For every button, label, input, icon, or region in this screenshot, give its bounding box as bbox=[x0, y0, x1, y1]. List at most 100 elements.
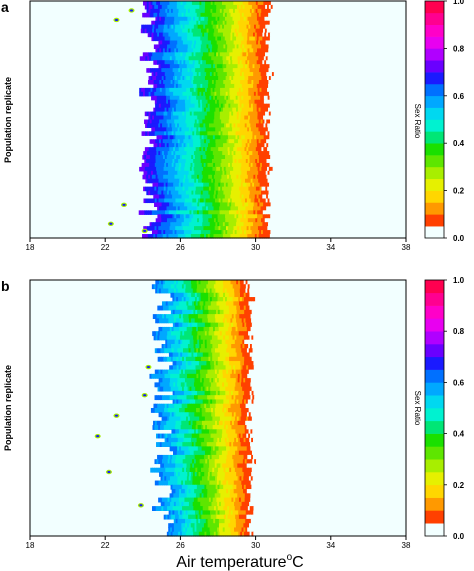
heatmap-cell bbox=[173, 99, 177, 105]
heatmap-cell bbox=[205, 107, 209, 113]
heatmap-cell bbox=[192, 40, 195, 46]
heatmap-cell bbox=[179, 99, 182, 105]
heatmap-cell bbox=[262, 12, 265, 18]
heatmap-cell bbox=[201, 202, 204, 207]
heatmap-cell bbox=[224, 314, 227, 319]
heatmap-cell bbox=[157, 52, 161, 57]
heatmap-cell bbox=[234, 159, 238, 164]
heatmap-cell bbox=[240, 1, 244, 6]
heatmap-cell bbox=[187, 210, 191, 215]
heatmap-cell bbox=[215, 318, 218, 324]
heatmap-cell bbox=[206, 111, 210, 117]
heatmap-cell bbox=[150, 151, 154, 156]
heatmap-cell bbox=[252, 87, 255, 93]
heatmap-cell bbox=[272, 230, 275, 235]
heatmap-cell bbox=[191, 322, 195, 328]
heatmap-cell bbox=[190, 194, 194, 200]
heatmap-cell bbox=[246, 24, 249, 30]
heatmap-cell bbox=[253, 1, 257, 6]
heatmap-cell bbox=[253, 48, 256, 53]
heatmap-cell bbox=[270, 52, 274, 57]
heatmap-cell bbox=[255, 166, 259, 172]
heatmap-cell bbox=[223, 331, 227, 337]
heatmap-cell bbox=[187, 8, 191, 14]
heatmap-cell bbox=[203, 135, 206, 140]
heatmap-row bbox=[145, 123, 274, 128]
heatmap-cell bbox=[169, 182, 172, 188]
heatmap-cell bbox=[201, 52, 204, 57]
heatmap-cell bbox=[269, 1, 272, 6]
heatmap-cell bbox=[196, 159, 200, 164]
heatmap-cell bbox=[209, 234, 213, 239]
heatmap-cell bbox=[236, 16, 239, 22]
heatmap-cell bbox=[265, 226, 268, 231]
heatmap-cell bbox=[238, 174, 241, 180]
heatmap-cell bbox=[169, 162, 173, 168]
heatmap-cell bbox=[227, 135, 231, 140]
heatmap-cell bbox=[163, 76, 167, 81]
heatmap-cell bbox=[222, 1, 225, 6]
heatmap-cell bbox=[235, 123, 238, 128]
heatmap-cell bbox=[270, 87, 274, 93]
heatmap-cell bbox=[184, 91, 187, 97]
heatmap-cell bbox=[194, 222, 198, 227]
heatmap-cell bbox=[269, 24, 272, 30]
heatmap-cell bbox=[216, 301, 219, 307]
heatmap-cell bbox=[264, 16, 267, 22]
heatmap-cell bbox=[159, 72, 162, 77]
heatmap-cell bbox=[242, 202, 245, 207]
heatmap-cell bbox=[234, 222, 237, 227]
heatmap-cell bbox=[219, 318, 222, 324]
heatmap-cell bbox=[210, 151, 214, 156]
heatmap-cell bbox=[209, 178, 212, 184]
heatmap-cell bbox=[152, 52, 155, 57]
heatmap-cell bbox=[154, 182, 157, 188]
heatmap-cell bbox=[180, 309, 183, 315]
heatmap-cell bbox=[252, 24, 255, 30]
heatmap-cell bbox=[197, 115, 200, 121]
heatmap-cell bbox=[168, 143, 172, 148]
heatmap-cell bbox=[153, 230, 157, 235]
heatmap-cell bbox=[172, 16, 175, 22]
heatmap-cell bbox=[240, 155, 243, 160]
heatmap-cell bbox=[240, 68, 243, 73]
heatmap-cell bbox=[160, 314, 163, 319]
heatmap-cell bbox=[178, 1, 182, 6]
heatmap-cell bbox=[215, 297, 219, 302]
heatmap-cell bbox=[241, 20, 244, 26]
heatmap-cell bbox=[219, 72, 222, 77]
heatmap-cell bbox=[205, 139, 209, 144]
heatmap-cell bbox=[157, 119, 160, 125]
heatmap-cell bbox=[271, 95, 274, 101]
heatmap-cell bbox=[157, 166, 161, 172]
heatmap-cell bbox=[258, 80, 262, 85]
heatmap-cell bbox=[259, 186, 263, 192]
heatmap-cell bbox=[190, 288, 194, 294]
heatmap-cell bbox=[166, 80, 170, 85]
heatmap-cell bbox=[219, 32, 222, 38]
heatmap-cell bbox=[210, 166, 214, 172]
heatmap-cell bbox=[236, 36, 239, 42]
heatmap-cell bbox=[142, 174, 145, 180]
heatmap-cell bbox=[176, 186, 180, 192]
heatmap-cell bbox=[243, 103, 246, 109]
heatmap-cell bbox=[163, 115, 166, 121]
heatmap-cell bbox=[188, 95, 192, 101]
heatmap-cell bbox=[169, 56, 173, 61]
heatmap-cell bbox=[172, 119, 175, 125]
heatmap-cell bbox=[240, 111, 244, 117]
heatmap-cell bbox=[214, 87, 217, 93]
heatmap-cell bbox=[206, 322, 210, 328]
heatmap-cell bbox=[168, 139, 171, 144]
heatmap-cell bbox=[209, 162, 212, 168]
heatmap-cell bbox=[145, 162, 148, 168]
heatmap-cell bbox=[223, 280, 226, 285]
heatmap-cell bbox=[210, 339, 213, 345]
heatmap-cell bbox=[191, 166, 195, 172]
heatmap-cell bbox=[192, 326, 195, 332]
heatmap-cell bbox=[225, 202, 228, 207]
heatmap-cell bbox=[214, 91, 217, 97]
heatmap-cell bbox=[263, 91, 266, 97]
heatmap-cell bbox=[238, 297, 241, 302]
heatmap-cell bbox=[253, 68, 256, 73]
